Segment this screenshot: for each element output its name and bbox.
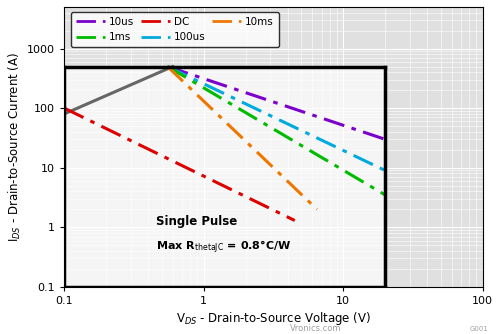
Text: G001: G001 — [470, 326, 489, 332]
Y-axis label: I$_{DS}$ - Drain-to-Source Current (A): I$_{DS}$ - Drain-to-Source Current (A) — [7, 52, 23, 242]
Text: Max R$_{\mathrm{thetaJC}}$ = 0.8°C/W: Max R$_{\mathrm{thetaJC}}$ = 0.8°C/W — [156, 239, 292, 256]
Legend: 10us, 1ms, DC, 100us, 10ms: 10us, 1ms, DC, 100us, 10ms — [70, 12, 279, 47]
Text: Vronics.com: Vronics.com — [290, 324, 342, 333]
X-axis label: V$_{DS}$ - Drain-to-Source Voltage (V): V$_{DS}$ - Drain-to-Source Voltage (V) — [176, 310, 371, 327]
Text: Single Pulse: Single Pulse — [156, 215, 238, 228]
Bar — [64, 66, 385, 287]
